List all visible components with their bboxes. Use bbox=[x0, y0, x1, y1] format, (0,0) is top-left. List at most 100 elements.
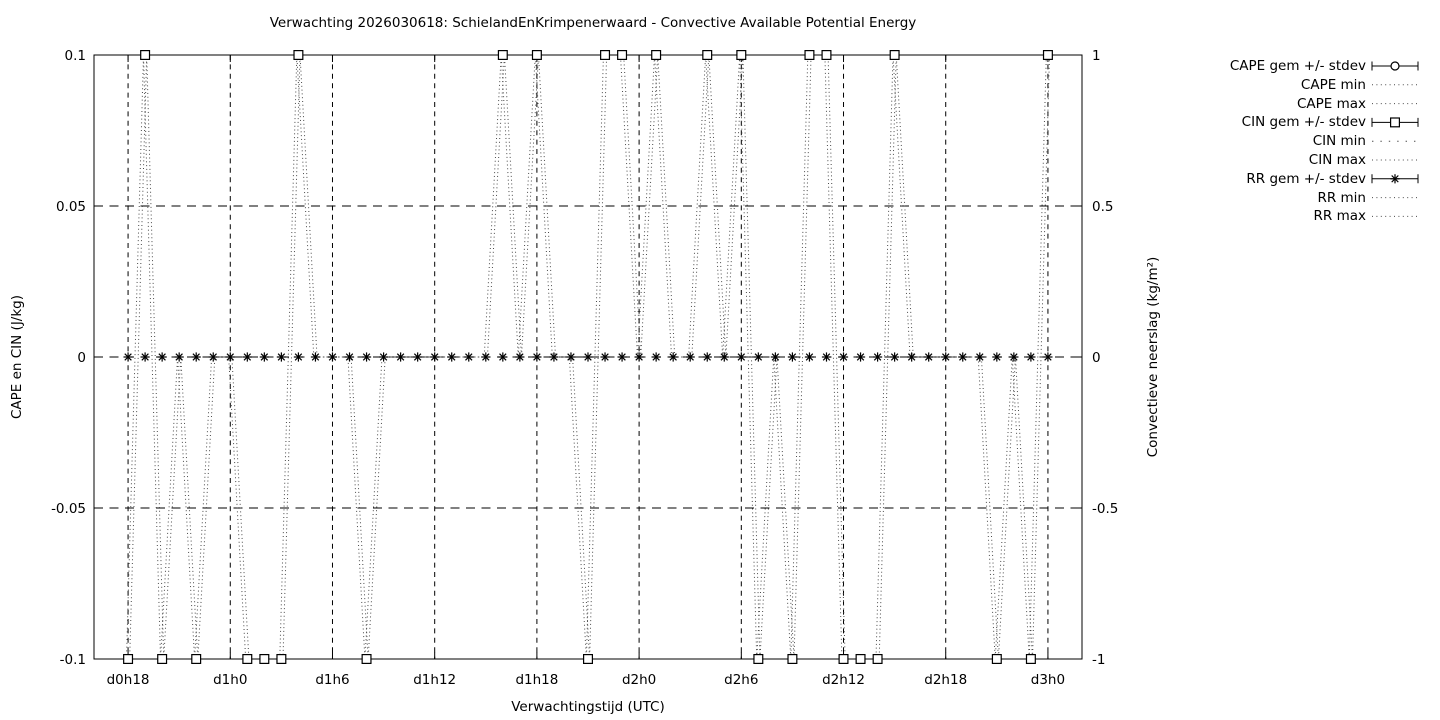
rr-gem-star-marker bbox=[532, 352, 542, 362]
y-tick-label-right: 0 bbox=[1092, 350, 1101, 366]
cin-gem-square-marker bbox=[821, 49, 832, 60]
y-tick-label-left: 0.1 bbox=[65, 48, 86, 64]
cin-gem-square-marker bbox=[1042, 49, 1053, 60]
rr-gem-star-marker bbox=[685, 352, 695, 362]
cin-gem-square-marker bbox=[1389, 117, 1400, 128]
legend-samples bbox=[1371, 61, 1419, 217]
rr-gem-star-marker bbox=[1026, 352, 1036, 362]
cin-gem-square-marker bbox=[242, 653, 253, 664]
x-tick-label: d1h0 bbox=[213, 672, 247, 688]
rr-gem-star-marker bbox=[600, 352, 610, 362]
rr-gem-star-marker bbox=[855, 352, 866, 362]
cape-gem-circle-marker bbox=[1390, 61, 1400, 71]
rr-gem-star-marker bbox=[1009, 352, 1019, 362]
x-tick-label: d0h18 bbox=[107, 672, 150, 688]
y-tick-label-left: -0.1 bbox=[60, 652, 86, 668]
rr-gem-star-marker bbox=[992, 352, 1002, 362]
cin-gem-square-marker bbox=[855, 653, 866, 664]
cin-gem-square-marker bbox=[889, 49, 900, 60]
cin-gem-square-marker bbox=[617, 49, 628, 60]
cin-gem-square-marker bbox=[293, 49, 304, 60]
rr-gem-star-marker bbox=[566, 352, 576, 362]
rr-gem-star-marker bbox=[123, 352, 133, 362]
cin-gem-square-marker bbox=[651, 49, 662, 60]
rr-gem-star-marker bbox=[378, 352, 389, 362]
cin-gem-square-marker bbox=[361, 653, 372, 664]
rr-gem-star-marker bbox=[668, 352, 678, 362]
rr-gem-star-marker bbox=[1390, 174, 1400, 184]
y-tick-label-right: -0.5 bbox=[1092, 501, 1118, 517]
x-tick-label: d1h6 bbox=[315, 672, 349, 688]
cin-gem-square-marker bbox=[123, 653, 134, 664]
legend-sample-errorbar bbox=[1371, 117, 1419, 128]
legend-sample-errorbar bbox=[1371, 61, 1419, 71]
rr-gem-star-marker bbox=[413, 352, 423, 362]
x-tick-label: d3h0 bbox=[1031, 672, 1065, 688]
rr-gem-star-marker bbox=[872, 352, 883, 362]
rr-gem-star-marker bbox=[753, 352, 763, 362]
y-tick-label-right: -1 bbox=[1092, 652, 1105, 668]
cin-gem-square-marker bbox=[259, 653, 270, 664]
rr-gem-star-marker bbox=[447, 352, 457, 362]
chart-title: Verwachting 2026030618: SchielandEnKrimp… bbox=[269, 15, 917, 31]
axis-ticks bbox=[94, 54, 1082, 660]
cin-gem-square-marker bbox=[787, 653, 798, 664]
rr-gem-star-marker bbox=[174, 352, 184, 362]
y-axis-title-right: Convectieve neerslag (kg/m²) bbox=[1145, 256, 1161, 458]
rr-gem-star-marker bbox=[617, 352, 627, 362]
rr-gem-star-marker bbox=[907, 352, 917, 362]
rr-gem-star-marker bbox=[941, 352, 951, 362]
cin-gem-square-marker bbox=[582, 653, 593, 664]
cin-gem-square-marker bbox=[140, 49, 151, 60]
y-tick-label-left: 0 bbox=[77, 350, 86, 366]
x-axis-title: Verwachtingstijd (UTC) bbox=[511, 699, 665, 715]
cin-gem-square-marker bbox=[804, 49, 815, 60]
rr-gem-star-marker bbox=[498, 352, 508, 362]
rr-gem-star-marker bbox=[736, 352, 746, 362]
rr-gem-star-marker bbox=[191, 352, 201, 362]
rr-gem-star-marker bbox=[583, 352, 593, 362]
x-tick-label: d2h6 bbox=[724, 672, 758, 688]
rr-gem-star-marker bbox=[634, 352, 644, 362]
x-tick-label: d2h12 bbox=[822, 672, 865, 688]
y-tick-label-right: 1 bbox=[1092, 48, 1101, 64]
rr-gem-star-marker bbox=[804, 352, 815, 362]
rr-gem-star-marker bbox=[140, 352, 150, 362]
y-tick-label-left: 0.05 bbox=[56, 199, 86, 215]
rr-gem-star-marker bbox=[464, 352, 474, 362]
rr-gem-star-marker bbox=[276, 352, 286, 362]
legend-sample-errorbar bbox=[1371, 174, 1419, 184]
rr-gem-star-marker bbox=[208, 352, 218, 362]
cin-gem-square-marker bbox=[991, 653, 1002, 664]
rr-gem-star-marker bbox=[1043, 352, 1053, 362]
rr-gem-star-marker bbox=[481, 352, 491, 362]
cin-gem-square-marker bbox=[191, 653, 202, 664]
rr-gem-star-marker bbox=[787, 352, 798, 362]
y-axis-title-left: CAPE en CIN (J/kg) bbox=[9, 294, 25, 420]
tick-labels: d0h18 d1h0 d1h6 d1h12 d1h18 d2h0 d2h6 d2h12 d2h1… bbox=[51, 48, 1118, 688]
cin-gem-square-marker bbox=[497, 49, 508, 60]
cin-gem-square-marker bbox=[600, 49, 611, 60]
rr-gem-star-marker bbox=[327, 352, 338, 362]
rr-gem-star-marker bbox=[975, 352, 985, 362]
rr-gem-star-marker bbox=[293, 352, 304, 362]
rr-gem-star-marker bbox=[890, 352, 900, 362]
cin-gem-square-marker bbox=[276, 653, 287, 664]
rr-gem-star-marker bbox=[430, 352, 440, 362]
rr-gem-star-marker bbox=[958, 352, 968, 362]
rr-gem-star-marker bbox=[157, 352, 167, 362]
rr-gem-series bbox=[123, 352, 1053, 362]
rr-gem-star-marker bbox=[924, 352, 934, 362]
cin-gem-square-marker bbox=[753, 653, 764, 664]
cin-gem-square-marker bbox=[736, 49, 747, 60]
cin-gem-square-marker bbox=[838, 653, 849, 664]
rr-gem-star-marker bbox=[344, 352, 355, 362]
cin-gem-square-marker bbox=[531, 49, 542, 60]
rr-gem-star-marker bbox=[259, 352, 269, 362]
rr-gem-star-marker bbox=[396, 352, 406, 362]
rr-gem-star-marker bbox=[838, 352, 849, 362]
rr-gem-star-marker bbox=[719, 352, 729, 362]
y-tick-label-left: -0.05 bbox=[51, 501, 86, 517]
